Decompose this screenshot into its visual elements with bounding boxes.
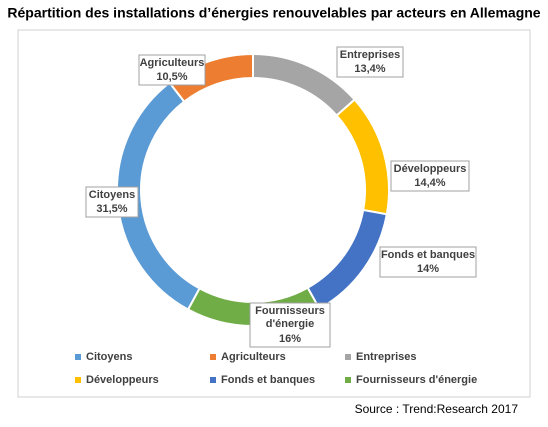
data-label-box	[138, 54, 206, 86]
legend-label: Fournisseurs d'énergie	[356, 374, 477, 386]
legend-label: Développeurs	[86, 374, 159, 386]
data-label-box	[249, 302, 331, 348]
data-label-value: 31,5%	[96, 203, 127, 215]
data-label-category: Entreprises	[340, 49, 401, 61]
data-label-value: 10,5%	[156, 71, 187, 83]
data-label-category: Fonds et banques	[381, 249, 475, 261]
legend-swatch	[210, 377, 216, 383]
source: Source : Trend:Research 2017	[355, 402, 519, 416]
data-label-category: Fournisseurs d'énergie	[255, 305, 325, 330]
legend-swatch	[345, 377, 351, 383]
legend-swatch	[345, 354, 351, 360]
legend-swatch	[210, 354, 216, 360]
data-label-box	[85, 186, 139, 218]
data-label-box	[379, 246, 477, 278]
legend-label: Agriculteurs	[221, 351, 286, 363]
data-label-box	[336, 46, 404, 78]
data-label-category: Agriculteurs	[140, 57, 205, 69]
legend-label: Fonds et banques	[221, 374, 315, 386]
legend-label: Entreprises	[356, 351, 417, 363]
data-label-box	[390, 160, 470, 192]
data-label-category: Citoyens	[89, 189, 135, 201]
legend-swatch	[75, 377, 81, 383]
data-label-value: 16%	[279, 333, 301, 345]
data-label-value: 13,4%	[354, 63, 385, 75]
data-label-category: Développeurs	[394, 163, 467, 175]
legend-swatch	[75, 354, 81, 360]
data-label-value: 14,4%	[414, 177, 445, 189]
data-label-value: 14%	[417, 263, 439, 275]
chart-title: Répartition des installations d’énergies…	[7, 5, 540, 21]
legend-label: Citoyens	[86, 351, 132, 363]
